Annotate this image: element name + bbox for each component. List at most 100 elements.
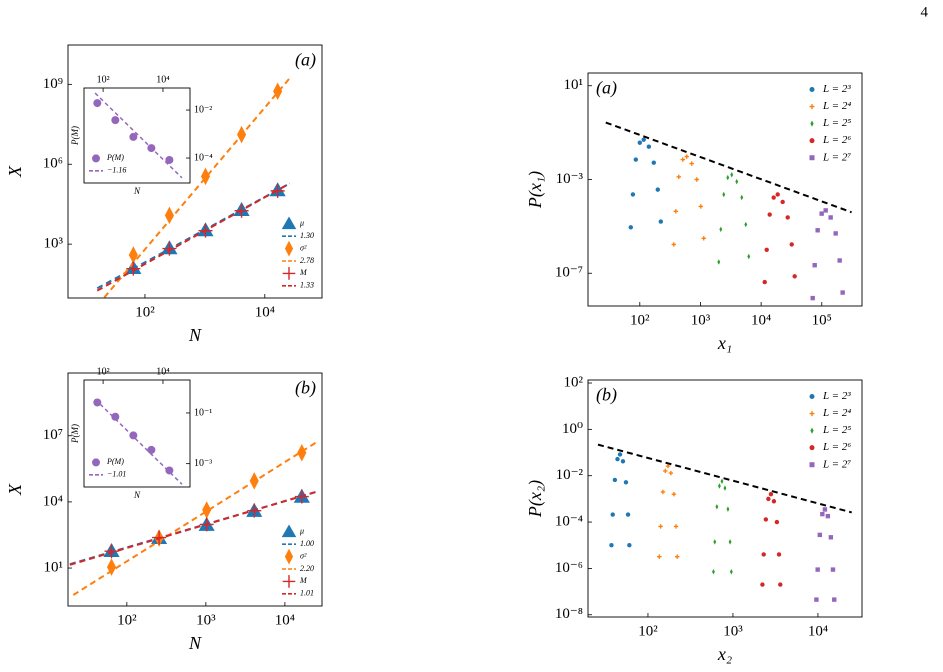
data-point bbox=[620, 459, 626, 464]
x-tick-label: 10² bbox=[630, 312, 650, 328]
data-point bbox=[840, 290, 845, 295]
data-point bbox=[767, 212, 772, 217]
legend-label: 1.30 bbox=[300, 231, 314, 240]
data-point bbox=[673, 524, 679, 529]
data-point bbox=[615, 456, 620, 462]
plot-frame bbox=[83, 87, 191, 184]
plot-background bbox=[588, 73, 862, 306]
legend-marker bbox=[809, 138, 815, 144]
plot-frame bbox=[587, 72, 863, 307]
x-tick-label: 10⁴ bbox=[156, 74, 170, 85]
legend-label: L = 2⁷ bbox=[822, 458, 851, 470]
data-point bbox=[104, 544, 119, 559]
data-point bbox=[720, 478, 724, 484]
panel-label: (a) bbox=[596, 78, 617, 99]
legend-label: σ² bbox=[300, 243, 307, 252]
data-point bbox=[764, 247, 769, 253]
data-point bbox=[723, 485, 727, 491]
x-axis-label: N bbox=[188, 633, 202, 653]
y-tick-label: 10⁻³ bbox=[556, 171, 584, 187]
data-point bbox=[646, 144, 652, 149]
legend-marker bbox=[282, 267, 296, 280]
data-point bbox=[128, 246, 138, 264]
y-axis-label: X bbox=[5, 165, 25, 178]
panel-label: (a) bbox=[295, 50, 316, 71]
data-point bbox=[778, 582, 783, 587]
data-point bbox=[633, 157, 639, 162]
y-axis-label: P(M) bbox=[70, 126, 80, 146]
data-point bbox=[625, 512, 631, 517]
legend-marker bbox=[810, 427, 814, 434]
data-point bbox=[660, 489, 666, 495]
data-point bbox=[612, 477, 618, 483]
data-point bbox=[655, 187, 660, 192]
data-point bbox=[609, 543, 614, 548]
plot-frame bbox=[587, 379, 863, 618]
data-point bbox=[111, 412, 120, 421]
data-point bbox=[815, 228, 820, 233]
legend-marker bbox=[809, 462, 815, 468]
legend-label: 1.01 bbox=[300, 589, 314, 598]
data-point bbox=[698, 204, 703, 209]
fit-line bbox=[96, 182, 291, 292]
y-tick-label: 10¹ bbox=[44, 559, 64, 575]
legend-marker bbox=[92, 458, 100, 467]
inset-background bbox=[84, 380, 190, 487]
y-axis-label: P(M) bbox=[70, 424, 80, 444]
data-point bbox=[717, 259, 721, 265]
data-point bbox=[111, 116, 120, 125]
data-point bbox=[717, 483, 721, 489]
legend-marker bbox=[281, 524, 297, 538]
data-point bbox=[832, 597, 837, 602]
legend-marker bbox=[92, 154, 100, 163]
data-point bbox=[729, 568, 733, 575]
x-tick-label: 10³ bbox=[691, 312, 711, 328]
legend-label: M bbox=[299, 268, 308, 277]
data-point bbox=[766, 496, 771, 502]
data-point bbox=[812, 263, 817, 268]
data-point bbox=[641, 137, 646, 142]
data-point bbox=[789, 242, 794, 247]
legend-label: μ bbox=[299, 219, 304, 228]
y-tick-label: 10⁻¹ bbox=[194, 407, 212, 418]
data-point bbox=[763, 517, 769, 522]
y-tick-label: 10⁻² bbox=[194, 104, 212, 115]
x-axis-label: x₁ bbox=[717, 333, 732, 353]
data-point bbox=[780, 199, 785, 205]
data-point bbox=[684, 154, 689, 159]
legend-marker bbox=[281, 216, 297, 230]
legend-label: 2.20 bbox=[300, 564, 314, 573]
legend-label: L = 2⁷ bbox=[822, 151, 851, 163]
data-point bbox=[701, 236, 706, 241]
data-point bbox=[833, 231, 838, 236]
x-tick-label: 10² bbox=[97, 366, 110, 377]
legend-label: L = 2⁵ bbox=[822, 117, 851, 129]
fit-line bbox=[72, 441, 317, 596]
x-tick-label: 10⁴ bbox=[275, 612, 295, 628]
data-point bbox=[694, 177, 699, 182]
legend-marker bbox=[282, 575, 296, 588]
data-point bbox=[297, 443, 307, 462]
data-point bbox=[162, 241, 177, 256]
data-point bbox=[93, 398, 102, 407]
data-point bbox=[671, 491, 677, 497]
data-point bbox=[820, 511, 825, 517]
y-tick-label: 10³ bbox=[44, 236, 64, 252]
legend-marker bbox=[809, 394, 815, 400]
y-axis-label: X bbox=[5, 483, 25, 496]
legend-label: μ bbox=[299, 527, 304, 536]
legend-marker bbox=[810, 120, 814, 127]
legend-label: L = 2⁴ bbox=[822, 100, 851, 112]
x-tick-label: 10⁴ bbox=[255, 304, 275, 320]
data-point bbox=[617, 452, 623, 457]
x-tick-label: 10² bbox=[117, 612, 137, 628]
data-point bbox=[761, 552, 766, 557]
x-tick-label: 10³ bbox=[723, 623, 743, 639]
data-point bbox=[610, 512, 615, 517]
data-point bbox=[671, 242, 676, 247]
fit-line bbox=[605, 121, 852, 214]
x-tick-label: 10² bbox=[135, 304, 155, 320]
data-point bbox=[815, 567, 820, 572]
fit-line bbox=[94, 398, 183, 485]
